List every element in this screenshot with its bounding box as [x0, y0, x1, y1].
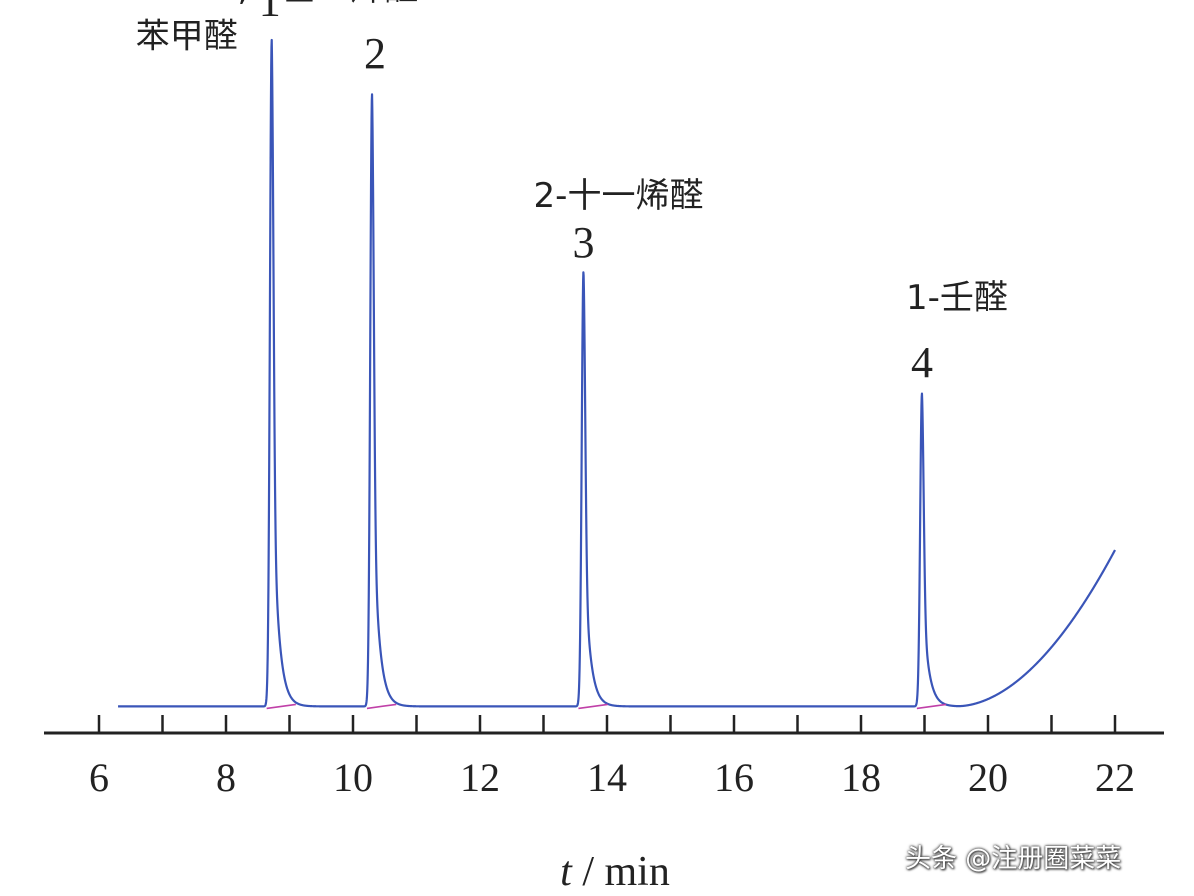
peak-compound-label-3: 2-十一烯醛 [534, 176, 704, 216]
x-tick-label: 6 [89, 755, 109, 800]
integration-baseline-2 [366, 703, 397, 710]
peak-number-4: 4 [911, 338, 933, 387]
peak-compound-label-1: 苯甲醛 [136, 17, 238, 57]
x-tick-label: 16 [714, 755, 754, 800]
integration-baseline-1 [266, 703, 296, 710]
integration-baseline-3 [578, 703, 608, 710]
series-line [117, 38, 1116, 708]
peak-number-1: 1 [259, 0, 281, 26]
x-tick-label: 22 [1095, 755, 1135, 800]
x-axis-title: t / min [560, 849, 670, 895]
peak-number-2: 2 [364, 29, 386, 78]
integration-baseline-4 [916, 703, 947, 710]
x-tick-label: 20 [968, 755, 1008, 800]
x-tick-label: 18 [841, 755, 881, 800]
x-tick-label: 8 [216, 755, 236, 800]
x-tick-label: 12 [460, 755, 500, 800]
x-axis: 6 8 10 12 14 16 18 20 22 [44, 715, 1164, 800]
peak-compound-label-2: 2,4-壬二烯醛 [216, 0, 418, 9]
x-axis-separator: / [572, 849, 605, 895]
watermark-text: 头条 @注册圈菜菜 [905, 844, 1122, 874]
peak-compound-label-4: 1-壬醛 [906, 278, 1008, 318]
x-axis-variable: t [560, 849, 573, 895]
x-tick-label: 10 [333, 755, 373, 800]
peak-labels: 1 苯甲醛 2 2,4-壬二烯醛 32-十一烯醛 4 1-壬醛 [136, 0, 1008, 387]
chromatogram-trace [117, 38, 1116, 710]
peak-number-3: 3 [573, 218, 595, 267]
x-tick-label: 14 [587, 755, 627, 800]
x-axis-unit: min [605, 849, 670, 895]
